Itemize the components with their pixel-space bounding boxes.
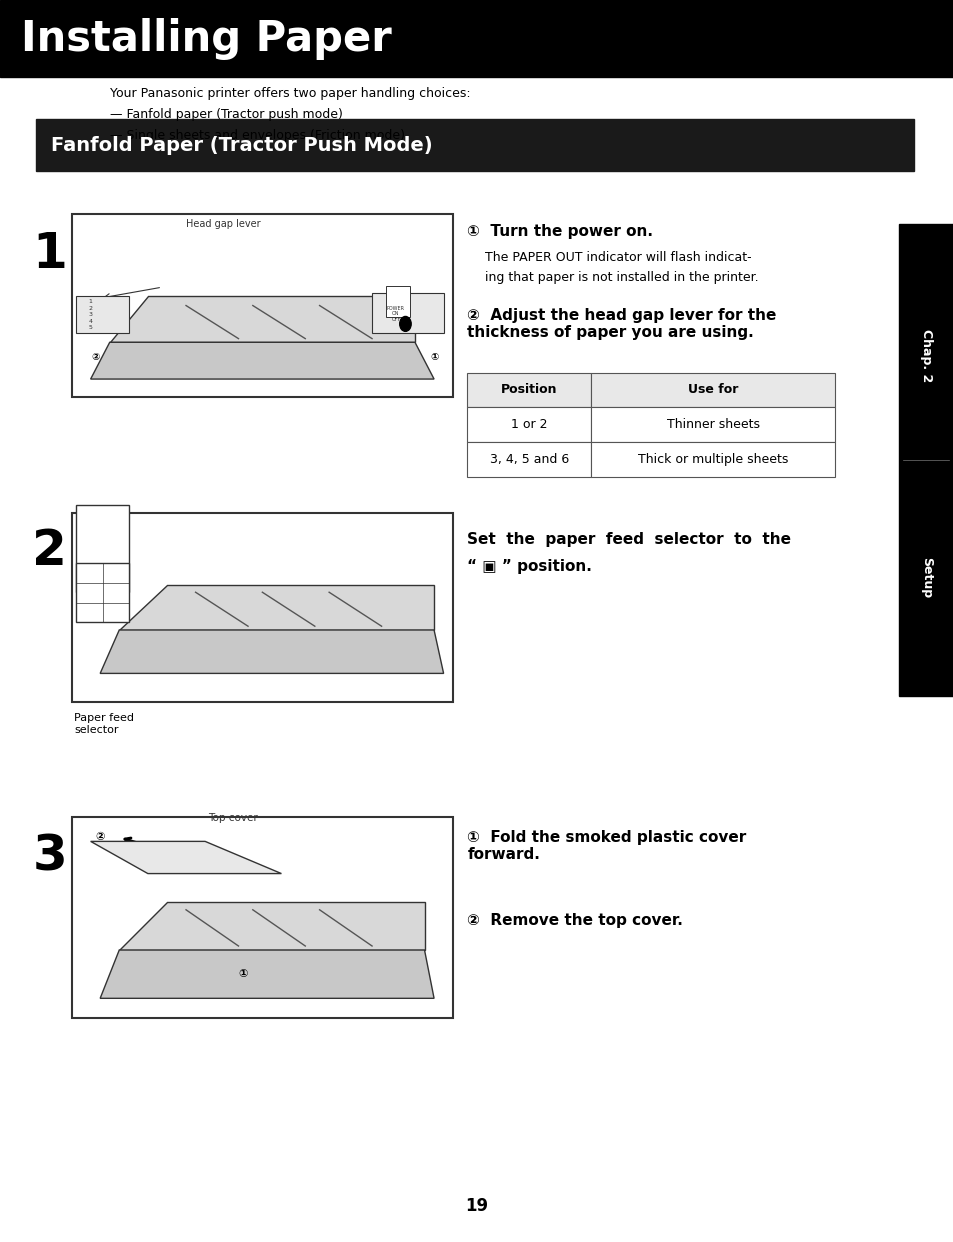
Text: — Single sheets and envelopes (Friction mode): — Single sheets and envelopes (Friction … (110, 129, 404, 142)
Text: 3: 3 (89, 312, 92, 317)
Text: ①: ① (430, 351, 437, 361)
Text: ①: ① (238, 969, 248, 979)
Text: 2: 2 (32, 527, 67, 575)
Text: Fanfold Paper (Tractor Push Mode): Fanfold Paper (Tractor Push Mode) (51, 135, 432, 155)
Bar (0, 0, 953, 77)
Text: Chap. 2: Chap. 2 (919, 329, 932, 383)
Polygon shape (119, 902, 424, 950)
Text: Set  the  paper  feed  selector  to  the: Set the paper feed selector to the (467, 532, 791, 546)
Text: 5: 5 (89, 325, 92, 330)
Bar (386, 286, 410, 317)
Bar (71, 513, 453, 702)
Bar (467, 373, 591, 407)
Text: 1: 1 (32, 230, 67, 278)
Bar (591, 442, 834, 477)
Text: Top cover: Top cover (208, 814, 257, 823)
Text: Use for: Use for (687, 384, 738, 396)
Bar (372, 293, 443, 333)
Text: Position: Position (500, 384, 558, 396)
Text: 4: 4 (89, 319, 92, 324)
Text: “ ▣ ” position.: “ ▣ ” position. (467, 559, 592, 574)
Text: 1: 1 (89, 299, 92, 304)
Text: Head gap lever: Head gap lever (186, 219, 260, 229)
Polygon shape (110, 297, 415, 343)
Text: Installing Paper: Installing Paper (21, 17, 392, 60)
Text: Thinner sheets: Thinner sheets (666, 419, 759, 431)
Text: ②  Remove the top cover.: ② Remove the top cover. (467, 913, 682, 928)
Polygon shape (91, 841, 281, 873)
Bar (467, 407, 591, 442)
Text: 3: 3 (32, 832, 67, 881)
Bar (71, 214, 453, 397)
Circle shape (399, 317, 411, 332)
Text: ②: ② (91, 351, 99, 361)
Text: The PAPER OUT indicator will flash indicat-: The PAPER OUT indicator will flash indic… (484, 251, 750, 263)
Bar (76, 563, 129, 622)
Bar (898, 224, 953, 696)
Text: ①  Turn the power on.: ① Turn the power on. (467, 224, 653, 238)
Bar (591, 373, 834, 407)
Text: 19: 19 (465, 1197, 488, 1215)
Polygon shape (91, 343, 434, 379)
Bar (76, 297, 129, 333)
Bar (467, 442, 591, 477)
Text: Paper feed
selector: Paper feed selector (74, 713, 134, 734)
Text: 2: 2 (89, 306, 92, 310)
Text: ②: ② (95, 832, 105, 842)
Bar (71, 817, 453, 1018)
Text: 3, 4, 5 and 6: 3, 4, 5 and 6 (489, 453, 569, 466)
Text: Your Panasonic printer offers two paper handling choices:: Your Panasonic printer offers two paper … (110, 87, 470, 99)
Text: POWER
ON
OFF: POWER ON OFF (387, 306, 404, 322)
Text: Setup: Setup (919, 556, 932, 599)
Text: 1 or 2: 1 or 2 (511, 419, 547, 431)
Polygon shape (100, 950, 434, 999)
Text: ing that paper is not installed in the printer.: ing that paper is not installed in the p… (484, 271, 758, 283)
Text: ①  Fold the smoked plastic cover
forward.: ① Fold the smoked plastic cover forward. (467, 830, 746, 862)
Text: — Fanfold paper (Tractor push mode): — Fanfold paper (Tractor push mode) (110, 108, 342, 120)
Bar (36, 119, 913, 171)
Bar (76, 505, 129, 592)
Text: Thick or multiple sheets: Thick or multiple sheets (638, 453, 787, 466)
Polygon shape (100, 630, 443, 673)
Bar (591, 407, 834, 442)
Polygon shape (119, 585, 434, 630)
Text: ②  Adjust the head gap lever for the
thickness of paper you are using.: ② Adjust the head gap lever for the thic… (467, 308, 776, 340)
